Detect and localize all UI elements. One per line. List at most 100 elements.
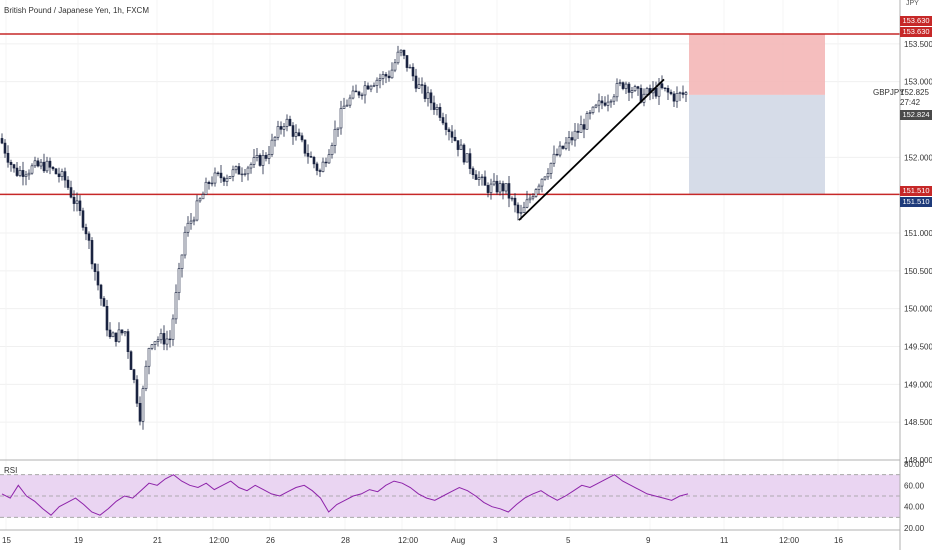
- x-tick-label: 15: [2, 536, 11, 545]
- candle-body: [681, 92, 685, 95]
- candle-body: [225, 177, 229, 182]
- candle-body: [336, 127, 340, 130]
- candle-body: [66, 179, 70, 188]
- candle-body: [468, 153, 472, 169]
- candle-body: [156, 339, 160, 342]
- candle-body: [417, 84, 421, 89]
- candle-body: [141, 388, 145, 422]
- candle-body: [378, 78, 382, 81]
- current-price-label: 152.825: [900, 88, 929, 97]
- candle-body: [369, 85, 373, 90]
- candle-body: [36, 160, 40, 167]
- candle-body: [426, 92, 430, 99]
- candle-body: [33, 160, 37, 167]
- candle-body: [210, 182, 214, 185]
- candle-body: [333, 128, 337, 146]
- candle-body: [84, 227, 88, 235]
- candle-body: [90, 240, 94, 265]
- candle-body: [87, 233, 91, 241]
- candle-body: [102, 298, 106, 307]
- currency-label: JPY: [906, 0, 919, 7]
- candle-body: [258, 154, 262, 166]
- candle-body: [105, 305, 109, 331]
- candle-body: [519, 212, 523, 214]
- candle-body: [252, 157, 256, 165]
- candle-body: [609, 100, 613, 103]
- lower-level-badge: 151.510: [900, 197, 932, 207]
- candle-body: [324, 161, 328, 164]
- candle-body: [570, 137, 574, 141]
- candle-body: [390, 69, 394, 79]
- candle-body: [474, 174, 478, 180]
- x-tick-label: 21: [153, 536, 162, 545]
- candle-body: [15, 167, 19, 176]
- candle-body: [99, 284, 103, 299]
- candle-body: [594, 104, 598, 108]
- candle-body: [546, 173, 550, 178]
- candle-body: [120, 329, 124, 334]
- candle-body: [645, 88, 649, 95]
- candle-body: [654, 87, 658, 97]
- candle-body: [612, 96, 616, 102]
- candle-body: [261, 154, 265, 166]
- candle-body: [372, 85, 376, 87]
- candle-body: [0, 138, 4, 144]
- candle-body: [462, 144, 466, 163]
- y-tick-label: 149.000: [904, 380, 932, 389]
- candle-body: [564, 142, 568, 149]
- candle-body: [669, 91, 673, 95]
- horizontal-levels: [0, 33, 900, 196]
- x-tick-label: 9: [646, 536, 651, 545]
- candle-body: [477, 177, 481, 180]
- candle-body: [483, 176, 487, 186]
- candle-body: [663, 87, 667, 89]
- x-tick-label: Aug: [451, 536, 465, 545]
- candle-body: [660, 83, 664, 89]
- candle-body: [423, 84, 427, 99]
- y-tick-label: 153.000: [904, 78, 932, 87]
- candle-body: [591, 106, 595, 113]
- candle-body: [618, 82, 622, 84]
- candle-body: [375, 79, 379, 86]
- candle-body: [399, 49, 403, 53]
- candle-body: [57, 173, 61, 177]
- candle-body: [174, 292, 178, 320]
- x-tick-label: 19: [74, 536, 83, 545]
- candle-body: [279, 126, 283, 130]
- candle-body: [288, 118, 292, 126]
- chart-title: British Pound / Japanese Yen, 1h, FXCM: [4, 6, 149, 15]
- candle-body: [189, 220, 193, 224]
- candle-body: [267, 154, 271, 159]
- candle-body: [183, 231, 187, 256]
- candle-body: [231, 169, 235, 177]
- candle-body: [573, 130, 577, 141]
- candle-body: [447, 129, 451, 133]
- candle-body: [444, 122, 448, 130]
- candle-body: [585, 113, 589, 130]
- candle-body: [384, 74, 388, 77]
- candle-body: [459, 144, 463, 150]
- candle-body: [30, 165, 34, 174]
- candle-body: [93, 263, 97, 272]
- candle-body: [9, 162, 13, 165]
- candle-body: [579, 124, 583, 133]
- candle-body: [255, 154, 259, 158]
- candle-body: [240, 173, 244, 176]
- candle-body: [285, 118, 289, 127]
- candle-body: [153, 341, 157, 345]
- candle-body: [510, 197, 514, 200]
- trendline: [518, 78, 665, 221]
- y-tick-label: 151.000: [904, 229, 932, 238]
- candle-body: [135, 379, 139, 404]
- candles: [0, 45, 688, 430]
- candle-body: [315, 163, 319, 171]
- candle-body: [615, 83, 619, 98]
- candle-body: [486, 185, 490, 193]
- candle-body: [636, 86, 640, 89]
- candle-body: [108, 329, 112, 338]
- candle-body: [207, 181, 211, 184]
- candle-body: [531, 196, 535, 199]
- candle-body: [129, 351, 133, 370]
- candle-body: [123, 331, 127, 334]
